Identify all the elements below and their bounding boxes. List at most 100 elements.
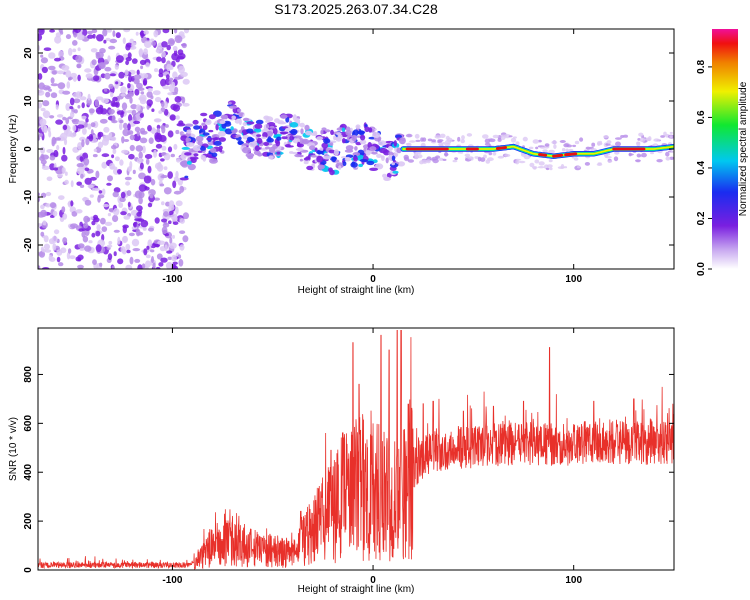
- noise-blob: [148, 227, 154, 232]
- noise-blob: [181, 96, 186, 104]
- noise-blob: [92, 75, 100, 82]
- noise-blob: [175, 170, 179, 179]
- signal-blob: [345, 126, 351, 132]
- signal-blob: [264, 146, 271, 150]
- halo-blob: [579, 137, 584, 142]
- signal-blob: [209, 158, 218, 164]
- noise-blob: [123, 122, 128, 130]
- signal-blob: [237, 108, 242, 113]
- noise-blob: [156, 56, 162, 62]
- noise-blob: [160, 174, 168, 179]
- signal-blob: [273, 127, 278, 135]
- signal-blob: [197, 140, 203, 146]
- chart-title: S173.2025.263.07.34.C28: [274, 1, 438, 17]
- signal-blob: [192, 145, 202, 152]
- signal-blob: [253, 128, 262, 133]
- noise-blob: [136, 130, 140, 137]
- noise-blob: [89, 194, 94, 198]
- noise-blob: [41, 124, 48, 133]
- noise-blob: [93, 214, 99, 220]
- noise-blob: [83, 215, 90, 223]
- signal-blob: [378, 147, 388, 154]
- noise-blob: [160, 107, 166, 113]
- noise-blob: [87, 93, 91, 101]
- noise-blob: [137, 264, 143, 269]
- noise-blob: [165, 261, 173, 269]
- noise-blob: [171, 265, 179, 269]
- noise-blob: [139, 113, 144, 118]
- halo-blob: [497, 155, 504, 159]
- noise-blob: [130, 104, 138, 110]
- noise-blob: [69, 255, 76, 260]
- signal-blob: [261, 136, 267, 139]
- signal-blob: [323, 155, 332, 160]
- signal-blob: [228, 105, 238, 109]
- noise-blob: [85, 118, 89, 123]
- signal-blob: [263, 141, 270, 146]
- signal-blob: [388, 151, 394, 156]
- noise-blob: [167, 256, 173, 260]
- noise-blob: [167, 171, 173, 179]
- noise-blob: [157, 240, 166, 245]
- halo-blob: [538, 161, 545, 166]
- noise-blob: [109, 38, 118, 44]
- noise-blob: [45, 203, 51, 208]
- signal-blob: [358, 163, 364, 168]
- signal-blob: [285, 145, 294, 148]
- noise-blob: [86, 97, 92, 106]
- noise-blob: [173, 143, 178, 150]
- noise-blob: [49, 29, 55, 33]
- noise-blob: [172, 180, 177, 189]
- noise-blob: [166, 63, 172, 72]
- noise-blob: [158, 262, 164, 267]
- halo-blob: [606, 140, 612, 144]
- carrier-peak: [538, 153, 548, 157]
- signal-blob: [269, 125, 275, 129]
- noise-blob: [101, 153, 110, 158]
- signal-blob: [184, 152, 192, 156]
- noise-blob: [152, 90, 161, 96]
- halo-blob: [531, 166, 538, 169]
- noise-blob: [179, 185, 185, 193]
- noise-blob: [163, 101, 169, 109]
- spectrogram-marks: [38, 29, 674, 269]
- noise-blob: [163, 166, 168, 171]
- halo-blob: [464, 153, 471, 157]
- signal-blob: [256, 134, 262, 137]
- noise-blob: [111, 154, 115, 159]
- signal-blob: [230, 126, 234, 131]
- halo-blob: [435, 155, 441, 159]
- noise-blob: [51, 70, 58, 75]
- signal-blob: [228, 101, 232, 105]
- halo-blob: [636, 141, 641, 145]
- halo-blob: [400, 137, 406, 142]
- signal-blob: [285, 127, 291, 132]
- signal-blob: [316, 136, 323, 141]
- signal-blob: [289, 135, 295, 141]
- noise-blob: [128, 130, 134, 135]
- noise-blob: [138, 151, 143, 160]
- noise-blob: [168, 39, 175, 45]
- noise-blob: [76, 181, 82, 186]
- noise-blob: [136, 69, 140, 76]
- noise-blob: [161, 125, 166, 134]
- halo-blob: [437, 139, 444, 142]
- noise-blob: [167, 130, 174, 138]
- noise-blob: [140, 65, 144, 70]
- signal-blob: [336, 132, 342, 136]
- signal-blob: [365, 149, 371, 156]
- signal-blob: [248, 140, 258, 148]
- halo-blob: [542, 149, 548, 153]
- noise-blob: [45, 191, 52, 197]
- signal-blob: [313, 130, 318, 137]
- noise-blob: [62, 90, 71, 95]
- signal-blob: [246, 121, 255, 125]
- noise-blob: [150, 95, 154, 100]
- noise-blob: [48, 65, 56, 71]
- noise-blob: [77, 243, 85, 249]
- halo-blob: [515, 159, 520, 165]
- noise-blob: [61, 65, 70, 71]
- halo-blob: [639, 137, 646, 143]
- colorbar-tick-label: 0.4: [696, 161, 707, 175]
- noise-blob: [103, 126, 110, 133]
